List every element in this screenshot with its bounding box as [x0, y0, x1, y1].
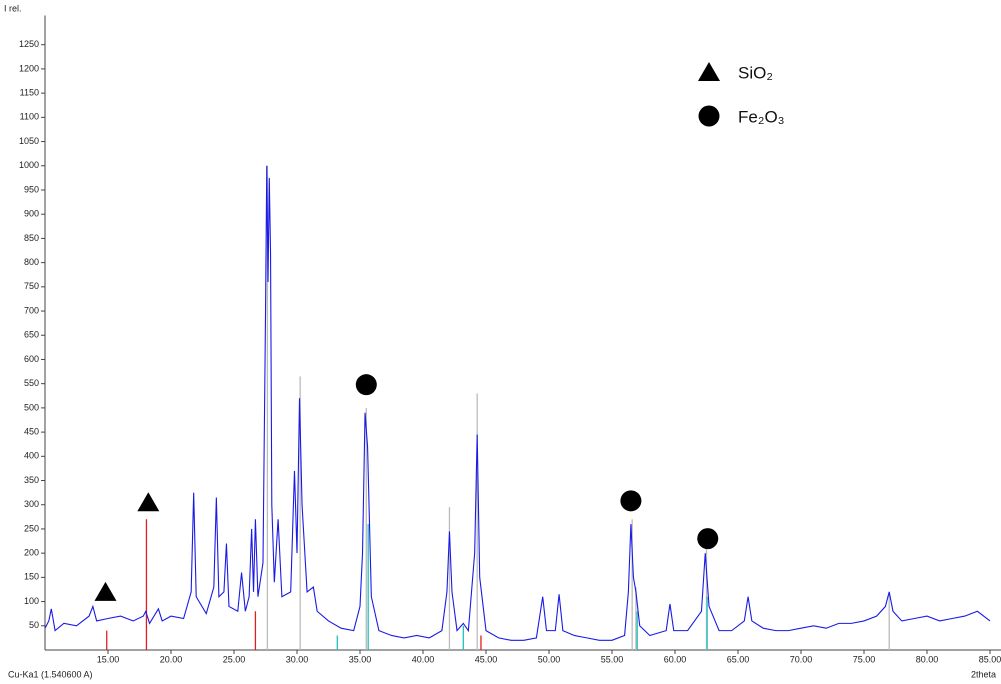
x-tick-label: 45.00 [475, 654, 498, 664]
x-tick-label: 85.00 [979, 654, 1001, 664]
y-tick-label: 650 [24, 330, 39, 340]
phase-marker [94, 581, 117, 601]
y-tick-label: 350 [24, 475, 39, 485]
y-tick-label: 700 [24, 305, 39, 315]
y-tick-label: 50 [29, 620, 39, 630]
y-tick-label: 850 [24, 233, 39, 243]
x-tick-label: 40.00 [412, 654, 435, 664]
y-tick-label: 400 [24, 451, 39, 461]
y-tick-label: 300 [24, 499, 39, 509]
x-axis-label: 2theta [971, 669, 996, 679]
y-tick-label: 1050 [19, 136, 39, 146]
x-tick-label: 70.00 [790, 654, 813, 664]
x-tick-label: 75.00 [853, 654, 876, 664]
y-tick-label: 200 [24, 548, 39, 558]
y-tick-label: 900 [24, 209, 39, 219]
y-tick-label: 150 [24, 572, 39, 582]
phase-marker [620, 490, 642, 512]
phase-marker [137, 492, 160, 512]
x-tick-label: 80.00 [916, 654, 939, 664]
x-tick-label: 65.00 [727, 654, 750, 664]
x-tick-label: 15.00 [97, 654, 120, 664]
x-tick-label: 20.00 [160, 654, 183, 664]
y-tick-label: 1200 [19, 63, 39, 73]
legend-label: Fe₂O₃ [738, 107, 785, 126]
source-note: Cu-Ka1 (1.540600 A) [8, 669, 93, 679]
y-tick-label: 1000 [19, 160, 39, 170]
y-tick-label: 950 [24, 184, 39, 194]
x-tick-label: 50.00 [538, 654, 561, 664]
phase-marker [355, 374, 377, 396]
legend-label: SiO₂ [738, 63, 773, 82]
legend-symbol [698, 105, 720, 127]
x-tick-label: 25.00 [223, 654, 246, 664]
y-tick-label: 500 [24, 402, 39, 412]
y-tick-label: 1250 [19, 39, 39, 49]
y-tick-label: 550 [24, 378, 39, 388]
y-tick-label: 450 [24, 426, 39, 436]
y-axis-label: I rel. [4, 3, 22, 13]
y-tick-label: 750 [24, 281, 39, 291]
legend-symbol [698, 62, 720, 81]
x-tick-label: 55.00 [601, 654, 624, 664]
y-tick-label: 1100 [20, 112, 39, 122]
y-tick-label: 600 [24, 354, 39, 364]
y-tick-label: 100 [24, 596, 39, 606]
x-tick-label: 35.00 [349, 654, 372, 664]
y-tick-label: 800 [24, 257, 39, 267]
phase-marker [697, 528, 719, 550]
x-tick-label: 30.00 [286, 654, 309, 664]
x-tick-label: 60.00 [664, 654, 687, 664]
diffraction-profile [44, 165, 991, 641]
y-tick-label: 1150 [20, 88, 39, 98]
y-tick-label: 250 [24, 523, 39, 533]
